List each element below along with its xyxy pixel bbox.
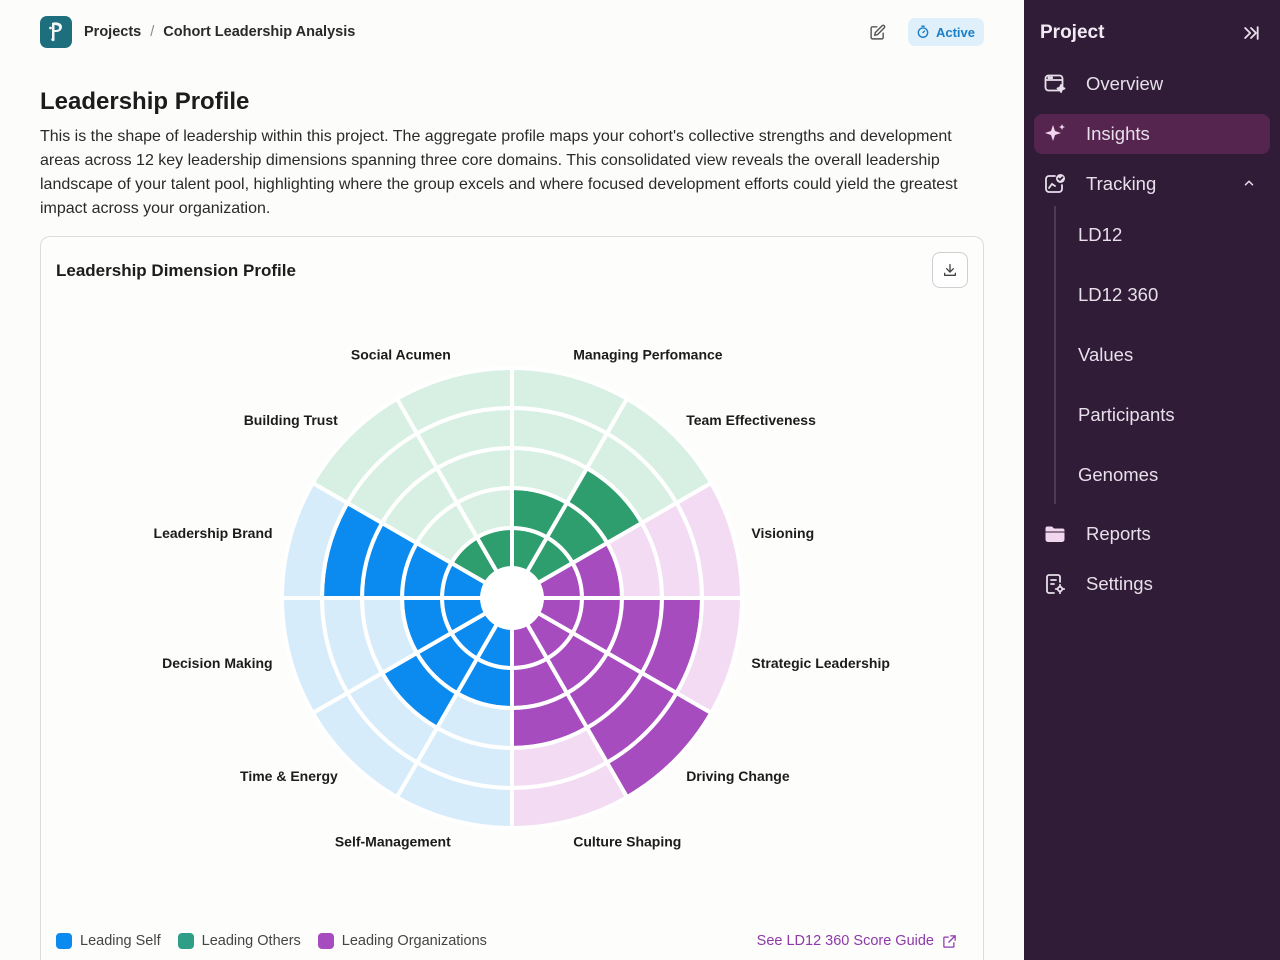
app-logo[interactable]	[40, 16, 72, 48]
collapse-sidebar-button[interactable]	[1238, 20, 1264, 46]
bar-track-social-acumen	[394, 365, 514, 437]
polar-bars	[279, 365, 745, 831]
sidebar-subitem-participants[interactable]: Participants	[1078, 404, 1175, 425]
breadcrumb-separator: /	[150, 24, 155, 40]
legend-swatch	[317, 933, 334, 949]
sidebar-title: Project	[1040, 22, 1105, 43]
legend-label: Leading Organizations	[341, 933, 487, 949]
sidebar-item-label: Reports	[1086, 523, 1151, 544]
axis-label-driving-change: Driving Change	[686, 768, 790, 784]
external-link-icon	[943, 934, 956, 948]
chart-center-hole	[482, 568, 542, 628]
category-labels: Managing Perfomance Team Effectiveness Vis…	[154, 347, 890, 850]
score-guide-link[interactable]: See LD12 360 Score Guide	[757, 933, 957, 949]
status-badge: Active	[907, 18, 984, 46]
breadcrumb-current: Cohort Leadership Analysis	[163, 24, 356, 40]
legend-swatch	[177, 933, 194, 949]
leadership-polar-chart: Managing Perfomance Team Effectiveness Vis…	[154, 347, 890, 850]
top-actions: Active	[864, 18, 984, 46]
legend-item-leading-self: Leading Self	[56, 933, 161, 949]
page-intro: This is the shape of leadership within t…	[40, 128, 958, 217]
sidebar-subitem-genomes[interactable]: Genomes	[1078, 464, 1159, 485]
sidebar-item-reports[interactable]: Reports	[1034, 514, 1270, 554]
sidebar-item-insights[interactable]: Insights	[1034, 114, 1270, 154]
settings-doc-icon	[1042, 571, 1068, 597]
sidebar-subitem-ld12-360[interactable]: LD12 360	[1078, 284, 1159, 305]
sidebar-subitem-values[interactable]: Values	[1078, 344, 1134, 365]
chevron-up-icon	[1244, 180, 1254, 186]
legend-label: Leading Self	[80, 933, 161, 949]
timer-icon	[917, 25, 929, 38]
chart-title: Leadership Dimension Profile	[56, 261, 296, 280]
legend-item-leading-others: Leading Others	[177, 933, 301, 949]
legend-label: Leading Others	[201, 933, 301, 949]
axis-label-managing-perfomance: Managing Perfomance	[573, 347, 723, 363]
download-button[interactable]	[932, 252, 968, 288]
axis-label-strategic-leadership: Strategic Leadership	[751, 655, 890, 671]
sidebar-item-label: Tracking	[1086, 173, 1157, 194]
breadcrumb-projects[interactable]: Projects	[84, 24, 142, 40]
page-title: Leadership Profile	[40, 88, 250, 115]
sidebar-subitem-ld12[interactable]: LD12	[1078, 224, 1123, 245]
tracking-icon	[1042, 171, 1068, 197]
axis-label-decision-making: Decision Making	[162, 655, 272, 671]
axis-label-culture-shaping: Culture Shaping	[573, 833, 681, 849]
download-icon	[944, 264, 956, 276]
folder-icon	[1042, 521, 1068, 547]
axis-label-self-management: Self-Management	[335, 833, 451, 849]
chart-card: Managing Perfomance Team Effectiveness Vis…	[40, 236, 984, 960]
legend-swatch	[56, 933, 72, 949]
axis-label-social-acumen: Social Acumen	[351, 347, 451, 363]
submenu-guide-line	[1054, 206, 1056, 504]
sidebar-item-overview[interactable]: Overview	[1034, 64, 1270, 104]
sidebar-item-label: Insights	[1086, 123, 1150, 144]
edit-button[interactable]	[864, 18, 892, 46]
sidebar-item-label: Overview	[1086, 73, 1164, 94]
axis-label-visioning: Visioning	[751, 525, 814, 541]
axis-label-building-trust: Building Trust	[244, 412, 338, 428]
sparkle-icon	[1042, 121, 1068, 147]
edit-icon	[870, 24, 886, 40]
sidebar-item-tracking[interactable]: Tracking	[1034, 164, 1270, 204]
double-chevron-right-icon	[1244, 26, 1259, 40]
top-bar: Projects / Cohort Leadership Analysis Ac…	[40, 16, 984, 48]
logo-p-icon	[49, 22, 62, 42]
breadcrumb: Projects / Cohort Leadership Analysis	[84, 24, 355, 40]
main-area: Projects / Cohort Leadership Analysis Ac…	[40, 16, 984, 960]
legend-item-leading-organizations: Leading Organizations	[317, 933, 487, 949]
score-guide-label: See LD12 360 Score Guide	[756, 933, 934, 949]
window-sparkle-icon	[1042, 71, 1068, 97]
axis-label-leadership-brand: Leadership Brand	[154, 525, 273, 541]
project-sidebar: Project Overview Insights	[1024, 0, 1280, 960]
sidebar-item-label: Settings	[1086, 573, 1153, 594]
chart-legend: Leading Self Leading Others Leading Orga…	[56, 933, 504, 949]
axis-label-team-effectiveness: Team Effectiveness	[686, 412, 816, 428]
axis-label-time-energy: Time & Energy	[240, 768, 338, 784]
sidebar-header: Project	[1040, 20, 1264, 46]
status-label: Active	[935, 24, 975, 40]
sidebar-item-settings[interactable]: Settings	[1034, 564, 1270, 604]
